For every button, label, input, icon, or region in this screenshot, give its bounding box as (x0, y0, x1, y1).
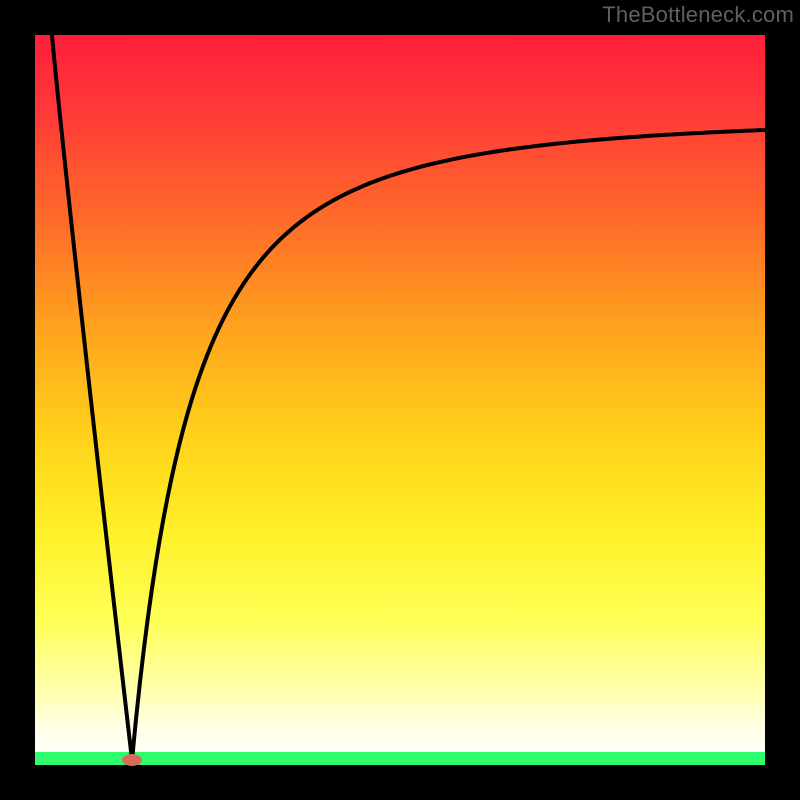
chart-container: TheBottleneck.com (0, 0, 800, 800)
green-band (35, 752, 765, 765)
chart-svg (0, 0, 800, 800)
watermark-label: TheBottleneck.com (602, 2, 794, 28)
vertex-marker (122, 754, 142, 766)
